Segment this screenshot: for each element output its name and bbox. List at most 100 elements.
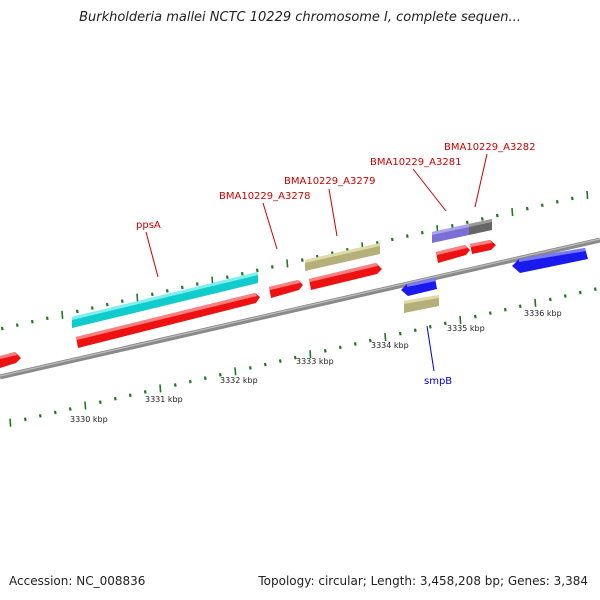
upper-row-minor-tick xyxy=(195,282,199,286)
upper-row-minor-tick xyxy=(465,220,469,225)
tick-label-3332: 3332 kbp xyxy=(220,376,258,385)
cds-smpB[interactable] xyxy=(401,278,437,296)
lower-row-minor-tick xyxy=(563,294,567,298)
lower-row-minor-tick xyxy=(578,290,582,295)
lower-row-major-tick xyxy=(309,350,312,359)
upper-row-minor-tick xyxy=(165,289,169,293)
lower-row-minor-tick xyxy=(68,407,72,411)
upper-row-minor-tick xyxy=(0,326,4,331)
lower-row-minor-tick xyxy=(443,321,447,326)
leader-A3281 xyxy=(412,168,447,212)
lower-row-minor-tick xyxy=(293,355,297,360)
feature-ppsA-cyan[interactable] xyxy=(72,272,258,328)
leader-A3278 xyxy=(262,202,278,250)
upper-row-major-tick xyxy=(286,259,289,268)
upper-row-minor-tick xyxy=(45,316,49,321)
upper-row-minor-tick xyxy=(120,299,124,303)
upper-row-major-tick xyxy=(511,208,514,217)
lower-row-major-tick xyxy=(384,333,387,342)
upper-row-major-tick xyxy=(136,293,139,302)
map-title: Burkholderia mallei NCTC 10229 chromosom… xyxy=(79,10,521,25)
tick-labels: 3330 kbp 3331 kbp 3332 kbp 3333 kbp 3334… xyxy=(70,309,562,424)
feature-smpB-olive[interactable] xyxy=(404,295,439,313)
lower-row-minor-tick xyxy=(173,383,177,387)
upper-row-minor-tick xyxy=(555,200,559,204)
lower-row-major-tick xyxy=(9,418,12,427)
lower-row-minor-tick xyxy=(263,362,267,367)
lower-row-major-tick xyxy=(84,401,87,410)
upper-row-minor-tick xyxy=(150,292,154,297)
lower-row-minor-tick xyxy=(548,297,552,302)
upper-row-minor-tick xyxy=(405,234,409,238)
lower-row-major-tick xyxy=(459,315,462,325)
gene-label-smpB[interactable]: smpB xyxy=(424,376,452,387)
lower-row-major-tick xyxy=(534,298,537,307)
cds-A3278[interactable] xyxy=(269,280,303,298)
lower-row-minor-tick xyxy=(338,345,342,350)
feature-A3279-olive[interactable] xyxy=(305,243,380,271)
lower-row-minor-tick xyxy=(368,338,372,343)
tick-row-lower xyxy=(9,287,597,427)
upper-row-minor-tick xyxy=(75,309,79,314)
cds-A3282[interactable] xyxy=(470,240,496,254)
tick-label-3330: 3330 kbp xyxy=(70,415,108,424)
label-leader-lines xyxy=(145,153,488,372)
feature-A3282-gray[interactable] xyxy=(469,219,492,235)
lower-row-minor-tick xyxy=(143,390,147,394)
lower-row-minor-tick xyxy=(38,414,42,418)
topology-summary-text: Topology: circular; Length: 3,458,208 bp… xyxy=(258,574,588,588)
lower-row-minor-tick xyxy=(188,379,192,384)
cds-ppsA[interactable] xyxy=(76,293,260,348)
leader-smpB xyxy=(426,325,435,372)
gene-label-A3282[interactable]: BMA10229_A3282 xyxy=(444,142,535,153)
cds-A3281[interactable] xyxy=(436,245,470,263)
upper-row-minor-tick xyxy=(15,323,19,327)
gene-label-ppsA[interactable]: ppsA xyxy=(136,220,161,231)
lower-row-minor-tick xyxy=(413,328,417,333)
upper-row-minor-tick xyxy=(255,268,259,273)
lower-row-minor-tick xyxy=(113,396,117,401)
leader-A3279 xyxy=(328,188,338,237)
upper-row-major-tick xyxy=(586,190,589,200)
chromosome-backbone xyxy=(0,237,600,380)
lower-row-minor-tick xyxy=(23,417,27,422)
upper-row-minor-tick xyxy=(300,258,304,262)
chromosome-backbone-highlight xyxy=(0,238,600,377)
upper-row-minor-tick xyxy=(270,265,274,269)
tick-label-3336: 3336 kbp xyxy=(524,309,562,318)
upper-row-minor-tick xyxy=(90,306,94,310)
upper-row-minor-tick xyxy=(540,203,544,208)
upper-row-minor-tick xyxy=(240,271,244,276)
gene-label-A3279[interactable]: BMA10229_A3279 xyxy=(284,176,375,187)
lower-row-minor-tick xyxy=(593,287,597,291)
upper-row-minor-tick xyxy=(30,319,34,324)
leader-ppsA xyxy=(145,231,159,278)
gene-label-A3281[interactable]: BMA10229_A3281 xyxy=(370,157,461,168)
lower-row-minor-tick xyxy=(473,314,477,319)
lower-row-minor-tick xyxy=(53,410,57,415)
lower-row-minor-tick xyxy=(203,376,207,380)
lower-row-minor-tick xyxy=(398,331,402,336)
gene-label-A3278[interactable]: BMA10229_A3278 xyxy=(219,191,310,202)
lower-row-minor-tick xyxy=(488,311,492,315)
lower-row-major-tick xyxy=(234,367,237,376)
cds-A3279[interactable] xyxy=(309,263,382,290)
cds-left-partial[interactable] xyxy=(0,352,21,368)
tick-label-3333: 3333 kbp xyxy=(296,357,334,366)
lower-row-minor-tick xyxy=(128,393,132,398)
lower-row-major-tick xyxy=(159,384,162,393)
upper-row-minor-tick xyxy=(525,206,529,211)
upper-row-minor-tick xyxy=(420,230,424,235)
upper-row-minor-tick xyxy=(225,275,229,279)
cds-right-blue[interactable] xyxy=(512,248,588,273)
lower-row-minor-tick xyxy=(278,359,282,363)
feature-A3281-purple[interactable] xyxy=(432,224,469,243)
upper-row-minor-tick xyxy=(180,285,184,290)
lower-row-minor-tick xyxy=(353,342,357,346)
upper-row-minor-tick xyxy=(570,196,574,201)
lower-row-minor-tick xyxy=(323,348,327,353)
lower-row-minor-tick xyxy=(428,325,432,329)
tick-label-3331: 3331 kbp xyxy=(145,395,183,404)
lower-row-minor-tick xyxy=(248,366,252,370)
accession-text: Accession: NC_008836 xyxy=(9,574,146,588)
